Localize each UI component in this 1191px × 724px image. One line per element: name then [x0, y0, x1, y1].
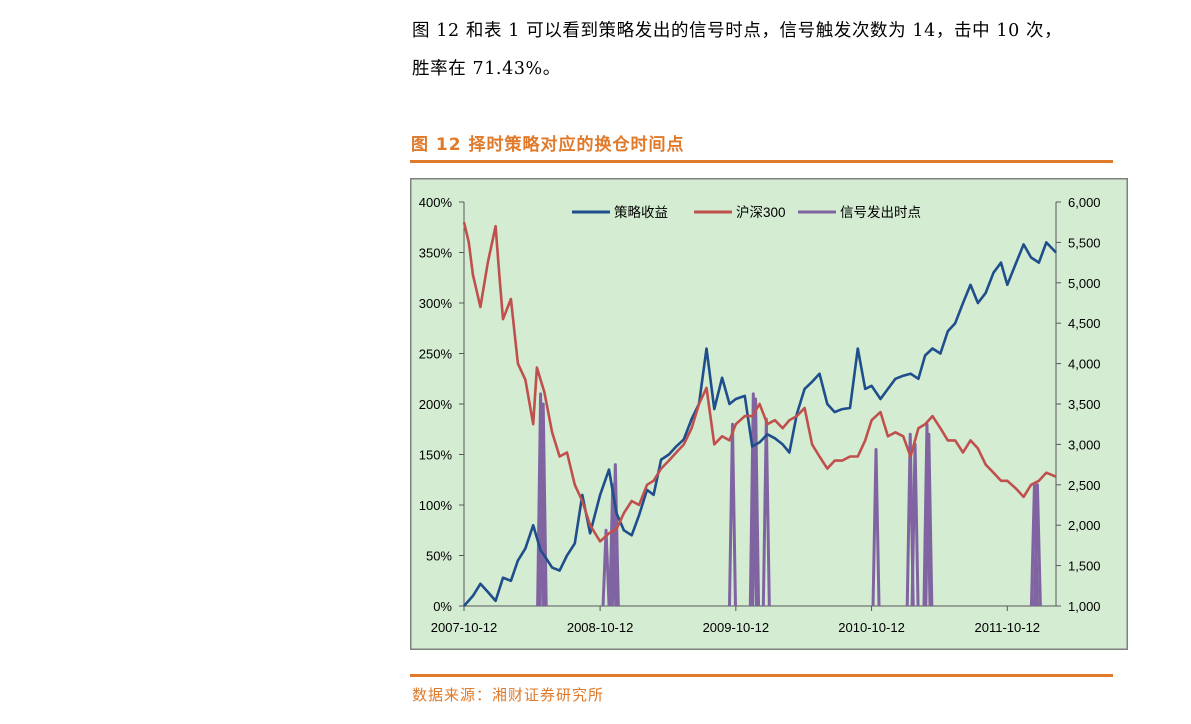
signal-spike — [727, 422, 737, 607]
signal-spike — [751, 397, 761, 607]
y-left-tick-label: 100% — [419, 498, 453, 513]
y-right-tick-label: 2,500 — [1068, 478, 1101, 493]
y-left-tick-label: 250% — [419, 347, 453, 362]
strategy-return-line — [463, 241, 1057, 607]
y-left-tick-label: 400% — [419, 195, 453, 210]
y-right-tick-label: 3,000 — [1068, 437, 1101, 452]
y-left-tick-label: 50% — [426, 549, 452, 564]
signal-spike — [601, 528, 611, 607]
source-divider — [410, 674, 1113, 677]
body-paragraph-line-1: 图 12 和表 1 可以看到策略发出的信号时点，信号触发次数为 14，击中 10… — [412, 21, 1063, 41]
legend-item-strategy-label: 策略收益 — [614, 204, 668, 220]
y-right-tick-label: 5,000 — [1068, 276, 1101, 291]
y-right-tick-label: 1,000 — [1068, 599, 1101, 614]
y-left-tick-label: 0% — [433, 599, 452, 614]
y-right-tick-label: 6,000 — [1068, 195, 1101, 210]
signal-spike — [538, 402, 548, 607]
y-left-tick-label: 150% — [419, 448, 453, 463]
signal-spike — [1032, 483, 1042, 607]
y-right-tick-label: 3,500 — [1068, 397, 1101, 412]
data-source: 数据来源：湘财证券研究所 — [412, 686, 605, 704]
legend: 策略收益 沪深300 信号发出时点 — [572, 204, 921, 220]
x-tick-label: 2011-10-12 — [975, 620, 1041, 635]
y-left-tick-label: 300% — [419, 296, 453, 311]
axes-layer: 0% 50% 100% 150% 200% 250% 300% 350% 400% 1,000 1,… — [419, 195, 1101, 635]
y-right-tick-label: 4,000 — [1068, 357, 1101, 372]
legend-item-hs300-label: 沪深300 — [736, 205, 786, 220]
chart-svg: 0% 50% 100% 150% 200% 250% 300% 350% 400% 1,000 1,… — [410, 178, 1128, 650]
y-left-tick-label: 350% — [419, 246, 453, 261]
signal-spike — [748, 392, 758, 607]
title-divider — [410, 160, 1113, 163]
x-tick-label: 2009-10-12 — [703, 620, 770, 635]
y-right-tick-label: 2,000 — [1068, 518, 1101, 533]
signal-spike — [871, 447, 881, 607]
figure-title: 图 12 择时策略对应的换仓时间点 — [411, 135, 685, 155]
y-right-tick-label: 4,500 — [1068, 316, 1101, 331]
signal-spike — [922, 422, 932, 607]
body-paragraph-line-2: 胜率在 71.43%。 — [412, 59, 561, 79]
signal-spike — [610, 463, 620, 607]
x-tick-label: 2010-10-12 — [838, 620, 905, 635]
signal-spike — [924, 432, 934, 607]
y-right-tick-label: 1,500 — [1068, 559, 1101, 574]
signals-layer — [536, 392, 1042, 607]
legend-item-signal-label: 信号发出时点 — [840, 205, 921, 220]
hs300-line — [462, 221, 1057, 543]
lines-layer — [462, 221, 1057, 607]
x-tick-label: 2007-10-12 — [431, 620, 498, 635]
chart-container: 0% 50% 100% 150% 200% 250% 300% 350% 400% 1,000 1,… — [410, 178, 1128, 650]
y-left-tick-label: 200% — [419, 397, 453, 412]
x-tick-label: 2008-10-12 — [567, 620, 634, 635]
y-right-tick-label: 5,500 — [1068, 235, 1101, 250]
